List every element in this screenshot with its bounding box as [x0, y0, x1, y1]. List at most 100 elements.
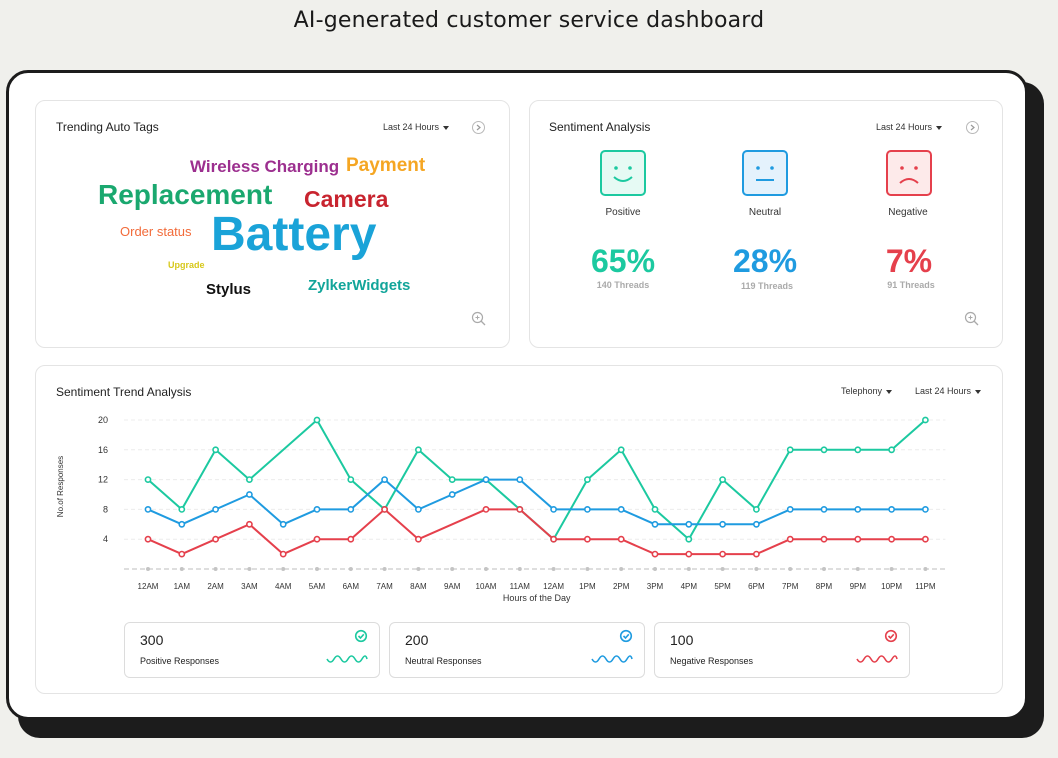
neutral-responses-value: 200: [405, 632, 429, 648]
data-point-2: [482, 505, 490, 513]
x-tick-dot: [585, 567, 590, 571]
trending-next-button[interactable]: [472, 121, 485, 134]
data-point-1: [786, 505, 794, 513]
trend-card: Sentiment Trend Analysis Telephony Last …: [35, 365, 1003, 694]
tag-stylus[interactable]: Stylus: [206, 281, 252, 298]
trend-chart: 4 8 12 16 20 12AM 1AM 2AM 3AM 4AM 5AM 6AM 7AM 8AM 9AM 1…: [56, 415, 946, 603]
sentiment-title: Sentiment Analysis: [549, 120, 651, 134]
data-point-0: [584, 476, 591, 483]
chevron-right-icon: [970, 124, 975, 131]
data-point-0: [212, 446, 219, 454]
data-point-1: [550, 505, 557, 513]
data-point-0: [144, 476, 152, 483]
negative-responses-card: 100 Negative Responses: [654, 622, 910, 678]
x-tick-dot: [450, 567, 455, 571]
x-tick-label: 4AM: [275, 582, 292, 591]
neutral-face-icon: [742, 150, 788, 196]
wave-icon: [856, 655, 898, 663]
trend-range-dropdown[interactable]: Last 24 Hours: [915, 386, 982, 396]
data-point-1: [719, 520, 726, 528]
data-point-1: [448, 491, 456, 498]
zoom-in-icon[interactable]: [964, 311, 980, 327]
x-tick-label: 8PM: [816, 582, 833, 591]
x-tick-dot: [247, 567, 252, 571]
tag-battery[interactable]: Battery: [211, 208, 377, 261]
x-tick-dot: [179, 567, 184, 571]
data-point-0: [719, 476, 726, 483]
data-point-0: [448, 476, 456, 483]
zoom-in-icon[interactable]: [471, 311, 487, 327]
trending-tags-title: Trending Auto Tags: [56, 120, 159, 134]
check-circle-icon: [354, 629, 368, 643]
x-tick-dot: [822, 567, 826, 571]
tag-replacement[interactable]: Replacement: [98, 179, 273, 210]
x-tick-dot: [484, 567, 488, 571]
wave-icon: [591, 655, 633, 663]
x-tick-label: 6AM: [343, 582, 360, 591]
chevron-down-icon: [443, 125, 450, 130]
x-tick-label: 5PM: [714, 582, 731, 591]
data-point-2: [651, 550, 659, 558]
data-point-2: [178, 550, 186, 558]
negative-responses-value: 100: [670, 632, 694, 648]
data-point-0: [651, 505, 659, 513]
data-point-2: [719, 550, 726, 558]
trend-range-label: Last 24 Hours: [915, 386, 972, 396]
data-point-0: [786, 446, 794, 454]
channel-dropdown[interactable]: Telephony: [841, 386, 893, 396]
data-point-2: [550, 535, 557, 543]
positive-responses-label: Positive Responses: [140, 656, 220, 666]
neutral-percent: 28%: [732, 243, 798, 279]
data-point-2: [245, 520, 253, 528]
x-tick-dot: [788, 567, 793, 571]
tag-payment[interactable]: Payment: [346, 155, 426, 176]
x-tick-dot: [686, 567, 691, 571]
data-point-1: [212, 505, 219, 513]
data-point-1: [516, 476, 524, 483]
x-tick-dot: [754, 567, 759, 571]
tag-order-status[interactable]: Order status: [120, 224, 192, 239]
x-tick-label: 10PM: [881, 582, 902, 591]
x-tick-dot: [416, 567, 421, 571]
x-tick-dot: [653, 567, 657, 571]
x-tick-label: 2AM: [207, 582, 224, 591]
chevron-down-icon: [975, 389, 982, 394]
chevron-down-icon: [936, 125, 943, 130]
x-tick-label: 12AM: [138, 582, 159, 591]
series-line-1: [147, 478, 926, 526]
tag-wireless-charging[interactable]: Wireless Charging: [190, 157, 340, 176]
data-point-0: [685, 535, 693, 543]
data-point-2: [854, 535, 862, 543]
data-point-1: [178, 520, 186, 528]
trend-title: Sentiment Trend Analysis: [56, 385, 192, 399]
neutral-threads: 119 Threads: [740, 281, 794, 291]
positive-responses-card: 300 Positive Responses: [124, 622, 380, 678]
sentiment-next-button[interactable]: [966, 121, 979, 134]
sentiment-range-dropdown[interactable]: Last 24 Hours: [876, 122, 943, 132]
neutral-responses-card: 200 Neutral Responses: [389, 622, 645, 678]
positive-label: Positive: [605, 207, 641, 218]
x-tick-label: 4PM: [681, 582, 698, 591]
positive-face-icon: [600, 150, 646, 196]
series-line-2: [147, 508, 926, 556]
x-tick-dot: [315, 567, 319, 571]
data-point-1: [381, 476, 388, 483]
data-point-1: [313, 505, 321, 513]
data-point-2: [516, 505, 524, 513]
data-point-2: [820, 535, 828, 543]
tag-camera[interactable]: Camera: [304, 186, 389, 212]
y-tick-label: 16: [98, 445, 108, 455]
wave-icon: [326, 655, 368, 663]
x-tick-label: 6PM: [748, 582, 765, 591]
trending-range-dropdown[interactable]: Last 24 Hours: [383, 122, 450, 132]
y-tick-label: 4: [103, 534, 108, 544]
data-point-2: [279, 550, 287, 558]
chevron-right-icon: [476, 124, 481, 131]
x-tick-label: 9AM: [444, 582, 461, 591]
data-point-2: [617, 535, 625, 543]
negative-responses-label: Negative Responses: [670, 656, 754, 666]
tag-upgrade[interactable]: Upgrade: [168, 260, 205, 270]
tag-zylkerwidgets[interactable]: ZylkerWidgets: [308, 277, 411, 294]
data-point-0: [414, 446, 422, 454]
positive-percent: 65%: [590, 243, 656, 279]
